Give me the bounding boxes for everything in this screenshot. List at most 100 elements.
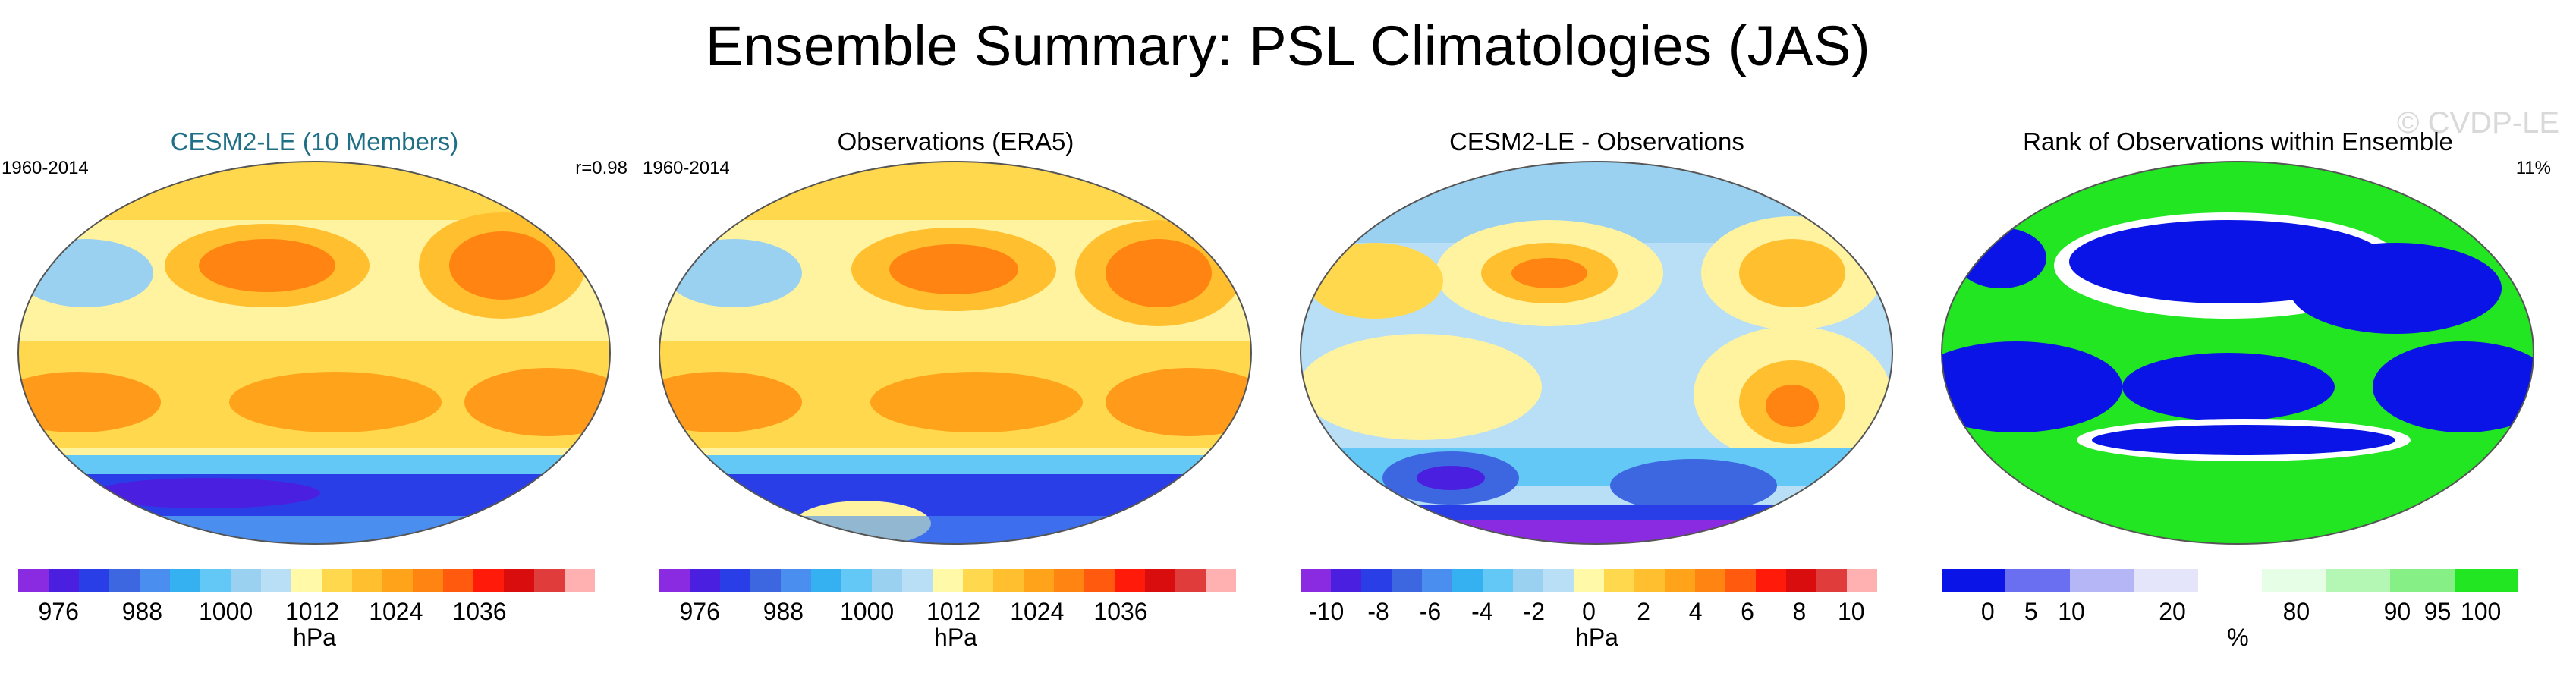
colorbar-swatch [1574,569,1604,592]
colorbar-tick-label: 80 [2282,598,2310,625]
colorbar-tick-label: 95 [2423,598,2452,625]
panel-rank: Rank of Observations within Ensemble 11%… [1925,114,2551,675]
colorbar-swatch [963,569,993,592]
colorbar-swatch [322,569,352,592]
colorbar-swatch [902,569,933,592]
colorbar-tick-label: 2 [1637,598,1651,625]
watermark: © CVDP-LE [2397,106,2559,140]
colorbar-swatch [1301,569,1331,592]
map-difference [1300,161,1893,545]
colorbar-swatch [1483,569,1513,592]
colorbar-tick-label: 10 [2058,598,2085,625]
map-observations [659,161,1252,545]
colorbar-tick-label: 4 [1688,598,1703,625]
colorbar-tick-label: 10 [1838,598,1865,625]
colorbar-swatch [1604,569,1634,592]
colorbar-tick-label: 976 [679,598,720,625]
colorbar-swatch [140,569,170,592]
colorbar-swatch [2454,569,2518,592]
colorbar-swatch [200,569,231,592]
colorbar-tick-label: 20 [2159,598,2186,625]
colorbar-tick-label: 1036 [1093,598,1148,625]
colorbar-tick-label: 5 [2024,598,2038,625]
colorbar-swatch [382,569,413,592]
colorbar-swatch [1756,569,1786,592]
panel-cesm2-le: CESM2-LE (10 Members) 1960-2014 r=0.98 h… [2,114,627,675]
colorbar-swatch [720,569,750,592]
colorbar-swatch [1513,569,1543,592]
colorbar-swatch [443,569,473,592]
colorbar-tick-label: 6 [1741,598,1754,625]
map-rank [1941,161,2534,545]
colorbar-swatch [1175,569,1206,592]
colorbar-swatch [1331,569,1361,592]
colorbar-swatch [1392,569,1422,592]
colorbar-swatch [49,569,79,592]
colorbar-swatch [261,569,291,592]
colorbar-swatch [413,569,443,592]
colorbar-swatch [352,569,382,592]
colorbar-tick-label: 1024 [1010,598,1065,625]
colorbar-swatch [1942,569,2006,592]
colorbar-tick-label: 1012 [926,598,981,625]
colorbar-tick-label: 1024 [369,598,423,625]
colorbar-swatch [1695,569,1725,592]
colorbar-tick-label: 988 [121,598,163,625]
colorbar-units: hPa [934,624,977,651]
colorbar-tick-label: -6 [1419,598,1442,625]
colorbar-tick-label: -10 [1309,598,1345,625]
colorbar-swatch [1665,569,1695,592]
colorbar-swatch [2005,569,2070,592]
colorbar-tick-label: 8 [1792,598,1807,625]
colorbar [659,569,1236,592]
colorbar-swatch [1084,569,1115,592]
colorbar-swatch [170,569,200,592]
rank-percent-label: 11% [2515,158,2551,178]
colorbar-swatch [1054,569,1084,592]
colorbar-swatch [1816,569,1847,592]
colorbar-swatch [781,569,811,592]
colorbar-swatch [1786,569,1816,592]
map-cesm2-le [17,161,611,545]
colorbar-tick-label: 1000 [199,598,253,625]
colorbar [1301,569,1877,592]
colorbar-tick-label: -8 [1367,598,1389,625]
colorbar-swatch [1452,569,1483,592]
colorbar-tick-label: 1012 [285,598,340,625]
colorbar-swatch [2134,569,2198,592]
colorbar-swatch [2390,569,2455,592]
colorbar-swatch [109,569,140,592]
panel-title: Observations (ERA5) [837,127,1074,156]
colorbar-swatch [231,569,261,592]
colorbar-swatch [2069,569,2134,592]
colorbar-tick-label: 988 [763,598,804,625]
colorbar-tick-label: 0 [1582,598,1596,625]
colorbar-tick-label: 976 [38,598,79,625]
colorbar-tick-label: 0 [1980,598,1995,625]
colorbar-tick-label: 1036 [452,598,507,625]
colorbar-tick-label: 90 [2383,598,2411,625]
colorbar-swatch [473,569,504,592]
colorbar-swatch [690,569,720,592]
colorbar-swatch [872,569,902,592]
colorbar-swatch [1543,569,1574,592]
colorbar-swatch [2326,569,2391,592]
correlation-label: r=0.98 [575,158,627,178]
figure-title: Ensemble Summary: PSL Climatologies (JAS… [705,14,1871,77]
colorbar-swatch [1422,569,1452,592]
colorbar-swatch [841,569,872,592]
panel-observations: Observations (ERA5) 1960-2014 hPa 976 988… [643,114,1269,675]
colorbar-units: hPa [293,624,336,651]
colorbar-swatch [565,569,595,592]
colorbar-swatch [1115,569,1145,592]
panel-title: CESM2-LE - Observations [1449,127,1744,156]
colorbar [1942,569,2518,592]
colorbar-swatch [1145,569,1175,592]
colorbar-swatch [1847,569,1877,592]
colorbar-swatch [659,569,690,592]
colorbar-swatch [534,569,565,592]
panel-title: Rank of Observations within Ensemble [2023,127,2453,156]
period-label: 1960-2014 [643,158,730,178]
colorbar-tick-label: -2 [1523,598,1546,625]
colorbar-tick-label: -4 [1471,598,1493,625]
